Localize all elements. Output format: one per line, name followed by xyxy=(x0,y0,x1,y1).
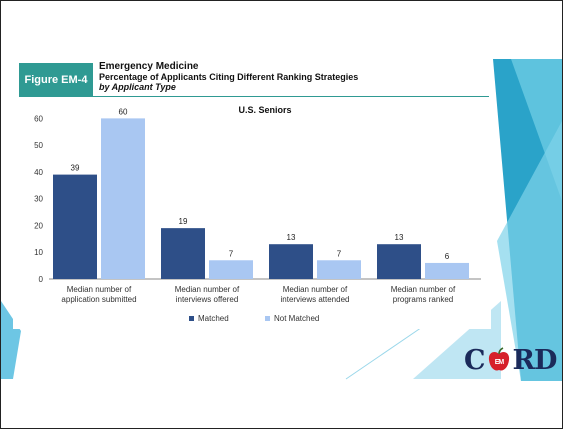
figure-panel: Figure EM-4 Emergency Medicine Percentag… xyxy=(13,57,491,329)
category-label: Median number of xyxy=(283,285,348,294)
apple-icon: EM xyxy=(486,347,512,373)
bar-value-label: 6 xyxy=(445,252,450,261)
bar-value-label: 39 xyxy=(71,164,80,173)
bar xyxy=(101,118,145,279)
bar xyxy=(425,262,469,279)
bar-value-label: 13 xyxy=(395,233,404,242)
deco-right-glass xyxy=(497,121,562,381)
bar xyxy=(209,260,253,279)
apple-em-text: EM xyxy=(494,359,504,366)
y-tick-label: 60 xyxy=(34,114,43,123)
category-label: Median number of xyxy=(175,285,240,294)
category-label: application submitted xyxy=(61,295,136,304)
deco-line xyxy=(345,320,432,380)
category-label: Median number of xyxy=(67,285,132,294)
figure-tag: Figure EM-4 xyxy=(19,63,93,97)
figure-subtitle: Percentage of Applicants Citing Differen… xyxy=(99,72,359,82)
logo-letters-rd: RD xyxy=(512,344,558,376)
cord-logo: C EM RD xyxy=(464,342,558,378)
header-rule xyxy=(93,96,489,97)
y-tick-label: 10 xyxy=(34,248,43,257)
legend-label: Matched xyxy=(198,314,229,323)
bar xyxy=(317,260,361,279)
deco-left-shard xyxy=(1,301,21,379)
bar xyxy=(269,244,313,279)
y-tick-label: 20 xyxy=(34,221,43,230)
category-label: Median number of xyxy=(391,285,456,294)
category-label: interviews offered xyxy=(176,295,239,304)
category-label: programs ranked xyxy=(393,295,453,304)
bar-value-label: 19 xyxy=(179,217,188,226)
y-tick-label: 40 xyxy=(34,168,43,177)
category-label: interviews attended xyxy=(281,295,350,304)
bar-value-label: 7 xyxy=(229,249,234,258)
bar xyxy=(161,228,205,279)
bar-value-label: 60 xyxy=(119,107,128,116)
chart-title: U.S. Seniors xyxy=(238,105,291,115)
logo-letter-c: C xyxy=(464,344,485,376)
legend-swatch xyxy=(265,316,270,321)
y-tick-label: 0 xyxy=(39,275,44,284)
bar-chart: U.S. Seniors 0 10 20 30 40 50 60 39 60 Median numb… xyxy=(34,105,481,323)
figure-applicant-type: by Applicant Type xyxy=(99,82,176,92)
y-tick-label: 50 xyxy=(34,141,43,150)
bar xyxy=(377,244,421,279)
bar-value-label: 13 xyxy=(287,233,296,242)
bar xyxy=(53,174,97,279)
bar-value-label: 7 xyxy=(337,249,342,258)
y-tick-label: 30 xyxy=(34,195,43,204)
legend-swatch xyxy=(189,316,194,321)
legend-label: Not Matched xyxy=(274,314,319,323)
figure-title: Emergency Medicine xyxy=(99,61,199,72)
